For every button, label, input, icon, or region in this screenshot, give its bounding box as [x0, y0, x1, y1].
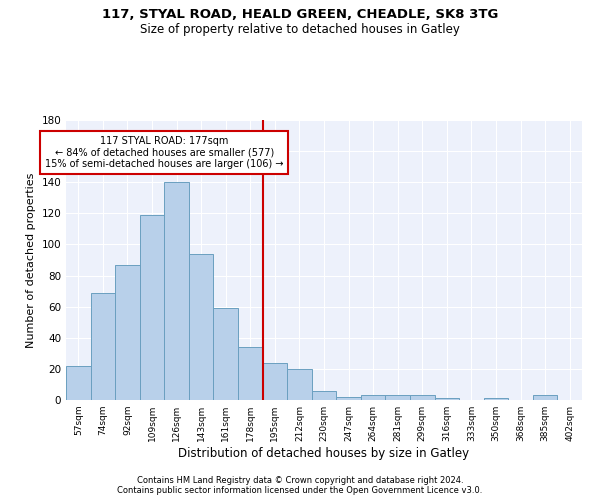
Bar	[312, 390, 336, 400]
Bar	[434, 398, 459, 400]
Bar	[361, 396, 385, 400]
Bar	[91, 292, 115, 400]
Bar	[484, 398, 508, 400]
Bar	[336, 397, 361, 400]
Bar	[164, 182, 189, 400]
Bar	[385, 396, 410, 400]
Bar	[189, 254, 214, 400]
Bar	[287, 369, 312, 400]
Text: Contains HM Land Registry data © Crown copyright and database right 2024.: Contains HM Land Registry data © Crown c…	[137, 476, 463, 485]
Bar	[66, 366, 91, 400]
Y-axis label: Number of detached properties: Number of detached properties	[26, 172, 36, 348]
Text: Size of property relative to detached houses in Gatley: Size of property relative to detached ho…	[140, 22, 460, 36]
Text: 117 STYAL ROAD: 177sqm
← 84% of detached houses are smaller (577)
15% of semi-de: 117 STYAL ROAD: 177sqm ← 84% of detached…	[45, 136, 284, 169]
Bar	[410, 396, 434, 400]
Bar	[263, 362, 287, 400]
Bar	[533, 396, 557, 400]
Text: Distribution of detached houses by size in Gatley: Distribution of detached houses by size …	[178, 448, 470, 460]
Bar	[214, 308, 238, 400]
Text: Contains public sector information licensed under the Open Government Licence v3: Contains public sector information licen…	[118, 486, 482, 495]
Bar	[140, 215, 164, 400]
Bar	[115, 264, 140, 400]
Text: 117, STYAL ROAD, HEALD GREEN, CHEADLE, SK8 3TG: 117, STYAL ROAD, HEALD GREEN, CHEADLE, S…	[102, 8, 498, 20]
Bar	[238, 347, 263, 400]
